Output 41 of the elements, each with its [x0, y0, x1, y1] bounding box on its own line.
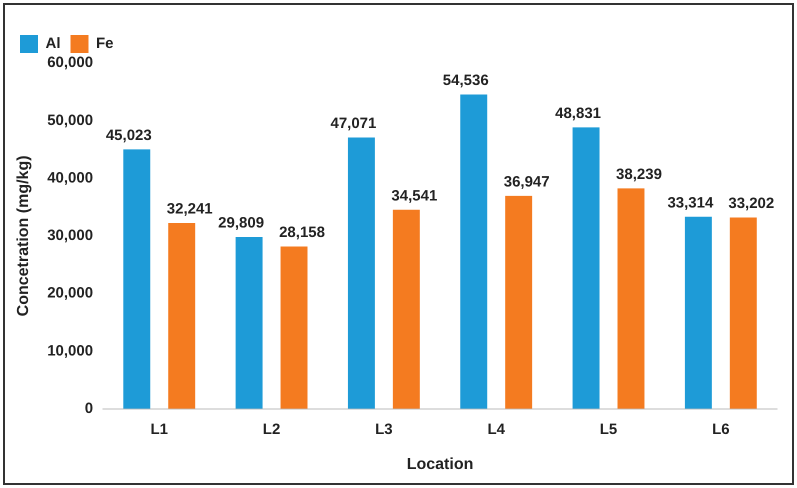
y-tick-label: 10,000 — [47, 342, 94, 360]
bar — [460, 94, 488, 409]
bar — [236, 237, 263, 409]
bar — [730, 217, 757, 409]
data-label: 34,541 — [391, 187, 438, 204]
y-tick-label: 30,000 — [47, 227, 94, 244]
legend-label: Al — [46, 35, 60, 52]
legend-label: Fe — [96, 35, 114, 52]
x-tick-label: L5 — [600, 420, 618, 438]
y-axis-title: Concetration (mg/kg) — [15, 155, 32, 316]
data-label: 48,831 — [555, 105, 601, 122]
x-tick-label: L3 — [375, 420, 393, 438]
data-label: 47,071 — [330, 115, 376, 132]
y-tick-label: 40,000 — [47, 169, 94, 186]
bar — [572, 127, 600, 409]
y-tick-label: 50,000 — [47, 112, 94, 129]
bar — [348, 138, 375, 409]
x-axis-title: Location — [406, 456, 474, 473]
bar — [505, 196, 532, 409]
data-label: 54,536 — [442, 72, 489, 90]
x-tick-label: L6 — [712, 420, 730, 438]
data-label: 45,023 — [106, 126, 152, 144]
data-label: 33,314 — [667, 194, 714, 212]
bar — [392, 210, 420, 409]
bar — [618, 188, 644, 409]
data-label: 38,239 — [616, 166, 662, 184]
data-label: 33,202 — [728, 195, 774, 212]
bar — [123, 149, 150, 409]
y-tick-label: 20,000 — [47, 284, 94, 302]
bar — [280, 246, 308, 409]
data-label: 32,241 — [166, 200, 213, 218]
data-label: 28,158 — [279, 224, 325, 242]
data-label: 29,809 — [218, 214, 264, 232]
x-tick-label: L2 — [262, 420, 280, 438]
bar — [684, 216, 712, 409]
x-tick-label: L4 — [487, 420, 506, 438]
y-tick-label: 0 — [84, 400, 94, 417]
x-tick-label: L1 — [150, 420, 168, 438]
bar — [168, 222, 196, 409]
y-tick-label: 60,000 — [47, 54, 94, 72]
data-label: 36,947 — [504, 174, 550, 191]
